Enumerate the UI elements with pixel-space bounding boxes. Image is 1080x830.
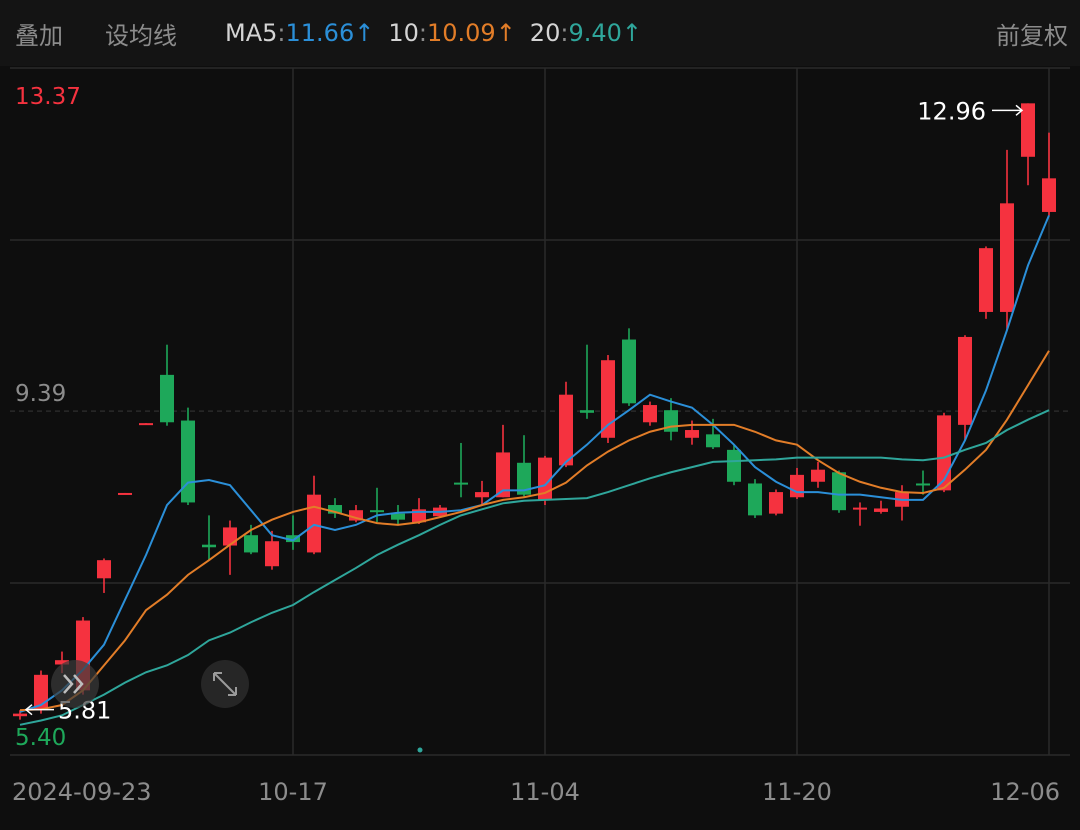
overlay-button[interactable]: 叠加 [15, 21, 63, 50]
legend-name: MA5 [225, 19, 278, 47]
x-tick-label: 12-06 [990, 778, 1060, 806]
candle-body [244, 535, 258, 553]
legend-item: 10:10.09↑ [388, 19, 515, 47]
candle-body [559, 394, 573, 466]
candle-body [34, 674, 48, 711]
candle-body [55, 660, 69, 665]
candle-body [622, 339, 636, 404]
candle-body [1021, 103, 1035, 157]
candle-body [1042, 178, 1056, 212]
candle-body [832, 472, 846, 511]
candle-body [97, 560, 111, 579]
ma-settings-button[interactable]: 设均线 [105, 21, 177, 50]
candle-body [496, 452, 510, 498]
y-tick-label: 5.40 [15, 725, 66, 751]
candle-body [181, 420, 195, 503]
candle-body [160, 374, 174, 423]
candle-body [1000, 203, 1014, 312]
candle-body [286, 535, 300, 543]
candle-body [454, 482, 468, 485]
x-tick-label: 11-04 [510, 778, 580, 806]
legend-trend: ↑ [495, 19, 516, 47]
x-tick-label: 2024-09-23 [12, 778, 151, 806]
y-tick-label: 13.37 [15, 84, 81, 110]
expand-icon[interactable] [201, 660, 249, 708]
candle-body [790, 474, 804, 498]
candle-body [265, 541, 279, 567]
legend-item: MA5:11.66↑ [225, 19, 374, 47]
legend-trend: ↑ [621, 19, 642, 47]
chevrons [63, 674, 84, 694]
candle-body [643, 405, 657, 423]
high-annotation: 12.96 [917, 97, 986, 125]
legend-separator: : [277, 19, 286, 47]
candle-body [727, 449, 741, 482]
candle-body [580, 410, 594, 413]
expand-arrows [213, 672, 237, 696]
candle-body [811, 469, 825, 482]
ma-line [19, 409, 1050, 726]
overlay-icon[interactable] [51, 660, 99, 708]
x-tick-label: 11-20 [762, 778, 832, 806]
candle-body [118, 492, 132, 495]
candle-body [958, 336, 972, 425]
icon-circle [51, 660, 99, 708]
candle-body [706, 434, 720, 448]
plot: 5.40 9.39 13.37 2024-09-23 10-17 11-04 11-20 12… [10, 67, 1070, 806]
legend-name: 10 [388, 19, 419, 47]
x-tick-label: 10-17 [258, 778, 328, 806]
low-arrow [24, 704, 54, 716]
candle-body [748, 483, 762, 516]
candle-body [139, 423, 153, 426]
candle-body [370, 510, 384, 513]
candle-body [979, 248, 993, 312]
candle-body [307, 494, 321, 553]
legend-trend: ↑ [354, 19, 375, 47]
candle-body [349, 510, 363, 521]
candle-body [391, 513, 405, 520]
ma-legend: MA5:11.66↑ 10:10.09↑ 20:9.40↑ [225, 19, 656, 47]
candle-body [517, 462, 531, 495]
indicator-dot [417, 747, 423, 753]
legend-name: 20 [529, 19, 561, 47]
ma-line [19, 215, 1050, 713]
candle-body [916, 483, 930, 486]
candle-body [202, 544, 216, 548]
legend-value: 9.40 [568, 19, 622, 47]
candle-body [13, 713, 27, 717]
legend-separator: : [560, 19, 569, 47]
ma-line [19, 350, 1050, 712]
adjust-button[interactable]: 前复权 [996, 21, 1068, 50]
chart-background [0, 66, 1080, 830]
legend-value: 10.09 [426, 19, 496, 47]
legend-separator: : [418, 19, 427, 47]
candle-body [685, 430, 699, 438]
candle-body [538, 457, 552, 500]
candle-body [874, 508, 888, 512]
legend-item: 20:9.40↑ [530, 19, 642, 47]
y-tick-label: 9.39 [15, 381, 66, 407]
toolbar: 叠加 设均线 MA5:11.66↑ 10:10.09↑ 20:9.40↑ 前复权 [0, 0, 1080, 66]
candle-body [853, 507, 867, 510]
candle-body [769, 492, 783, 514]
candle-body [223, 527, 237, 546]
high-arrow [992, 104, 1024, 116]
legend-value: 11.66 [285, 19, 355, 47]
candle-body [475, 492, 489, 498]
candle-body [601, 360, 615, 438]
candle-body [328, 505, 342, 514]
